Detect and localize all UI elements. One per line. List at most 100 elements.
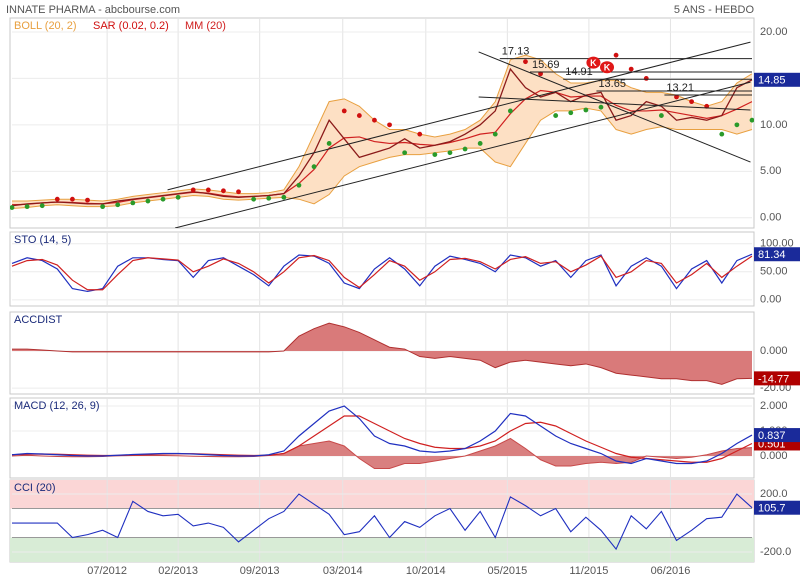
sar-dot [447,150,453,156]
legend-entry: BOLL (20, 2) [14,20,77,32]
last-value-box [754,371,800,386]
panel [10,18,754,228]
x-tick-label: 05/2015 [487,565,527,577]
cci-line [12,493,753,551]
sar-dot [175,194,181,200]
sar-dot [24,204,30,210]
sar-dot [523,59,528,65]
y-tick-label: 100.00 [760,238,794,250]
x-tick-label: 10/2014 [406,565,446,577]
sar-dot [145,198,151,204]
panel [12,312,753,394]
sar-dot [689,99,694,105]
panel-title: STO (14, 5) [14,234,71,246]
sar-dot [266,195,272,201]
k-marker [586,56,601,69]
sar-dot [553,113,559,118]
sar-dot [628,66,634,72]
trendline [167,41,751,191]
last-value-label: 81.34 [758,249,786,261]
last-value-label: 0.837 [758,430,786,442]
level-label: 13.65 [598,78,626,90]
legend-entry: SAR (0.02, 0.2) [93,20,169,32]
x-tick-label: 03/2014 [323,565,363,577]
last-value-box [754,72,800,87]
header-title: INNATE PHARMA - abcbourse.com [6,4,180,16]
sar-dot [568,110,574,116]
sar-dot [190,187,196,193]
sar-dot [492,131,498,137]
panel-title: MACD (12, 26, 9) [14,400,100,412]
sar-dot [296,182,302,188]
x-tick-label: 02/2013 [158,565,198,577]
level-label: 17.13 [502,46,530,58]
sar-dot [341,108,347,114]
y-tick-label: 5.00 [760,165,781,177]
sar-dot [432,152,438,157]
y-tick-label: 20.00 [760,26,788,38]
indicator-line [11,254,753,291]
x-tick-label: 07/2012 [87,565,127,577]
sar-dot [205,187,211,193]
sar-dot [613,52,619,58]
sar-dot [372,117,377,123]
price-line [11,67,753,207]
x-tick-label: 09/2013 [240,565,280,577]
last-value-label: -14.77 [758,373,789,385]
bollinger-upper [12,54,753,202]
sar-dot [221,188,226,194]
trendline [174,81,751,228]
y-tick-label: 0.000 [760,345,788,357]
k-marker [600,61,615,74]
sar-dot [507,108,513,114]
level-label: 15.69 [532,59,560,71]
x-tick-label: 06/2016 [651,565,691,577]
sar-dot [462,146,468,152]
sar-dot [160,196,166,202]
sar-dot [281,194,287,200]
k-marker-label: K [590,58,597,68]
panel-title: CCI (20) [14,482,56,494]
sar-dot [749,117,754,123]
level-label: 13.21 [666,82,694,94]
sar-dot [326,141,332,146]
sar-dot [39,203,45,209]
sar-dot [311,164,317,170]
y-tick-label: 200.0 [760,488,788,500]
sar-dot [643,75,649,81]
sar-dot [356,113,362,118]
panel [11,398,753,478]
sar-dot [251,196,257,202]
sar-dot [719,131,725,137]
sar-dot [402,150,408,156]
sar-dot [583,107,589,113]
panel [10,480,754,562]
sar-dot [658,113,664,118]
sar-dot [387,122,392,128]
last-value-box [754,500,800,515]
sar-dot [70,196,75,202]
bollinger-lower [11,107,753,209]
sar-dot [417,131,423,137]
y-tick-label: 2.000 [760,400,788,412]
sar-dot [130,200,136,206]
macd-histogram [12,438,752,469]
sar-dot [54,196,60,202]
sar-dot [10,205,15,210]
k-marker-label: K [604,63,611,73]
y-tick-label: 50.00 [760,266,788,278]
y-tick-label: 0.00 [760,212,781,224]
sar-dot [598,104,604,110]
accdist-area [12,323,752,385]
sar-dot [85,197,90,203]
last-value-box [754,428,800,443]
trendline [478,96,751,111]
sar-dot [100,204,106,210]
y-tick-label: 0.000 [760,450,788,462]
y-tick-label: -200.0 [760,546,791,558]
sar-dot [236,189,241,195]
lower-band [10,537,754,562]
sar-dot [734,122,740,128]
last-value-label: 105.7 [758,503,786,515]
